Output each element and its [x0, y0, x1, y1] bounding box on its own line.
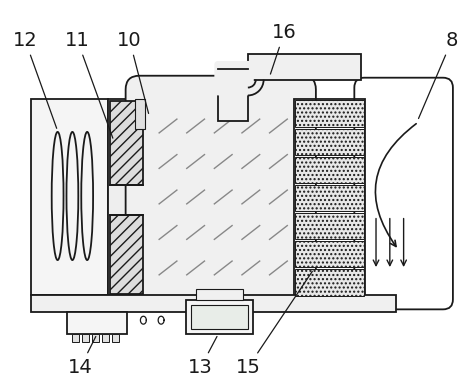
Text: 16: 16	[270, 23, 296, 74]
Bar	[295, 157, 363, 183]
Text: 12: 12	[13, 31, 57, 128]
Bar	[295, 213, 363, 239]
Text: 15: 15	[235, 271, 312, 377]
Bar	[295, 241, 363, 267]
Text: 8: 8	[417, 31, 457, 118]
Bar	[218, 67, 248, 121]
Bar	[295, 185, 363, 211]
Text: 13: 13	[188, 337, 217, 377]
Bar	[108, 99, 145, 294]
Bar	[109, 215, 143, 294]
Bar	[135, 99, 145, 129]
Bar	[109, 101, 143, 185]
Bar	[31, 294, 395, 312]
Text: 14: 14	[68, 337, 96, 377]
Bar	[82, 334, 89, 342]
Bar	[92, 334, 99, 342]
Bar	[295, 100, 363, 127]
Bar	[72, 334, 79, 342]
Text: 10: 10	[117, 31, 149, 113]
Bar	[190, 305, 248, 329]
Bar	[195, 289, 242, 301]
Text: 11: 11	[65, 31, 113, 138]
Bar	[185, 301, 252, 334]
FancyBboxPatch shape	[214, 61, 253, 95]
Bar	[295, 129, 363, 155]
Bar	[102, 334, 109, 342]
FancyBboxPatch shape	[125, 76, 315, 310]
Bar	[31, 99, 108, 294]
Bar	[111, 334, 119, 342]
Bar	[295, 269, 363, 296]
Bar	[67, 312, 126, 334]
Bar	[248, 54, 360, 80]
Bar	[294, 99, 365, 296]
